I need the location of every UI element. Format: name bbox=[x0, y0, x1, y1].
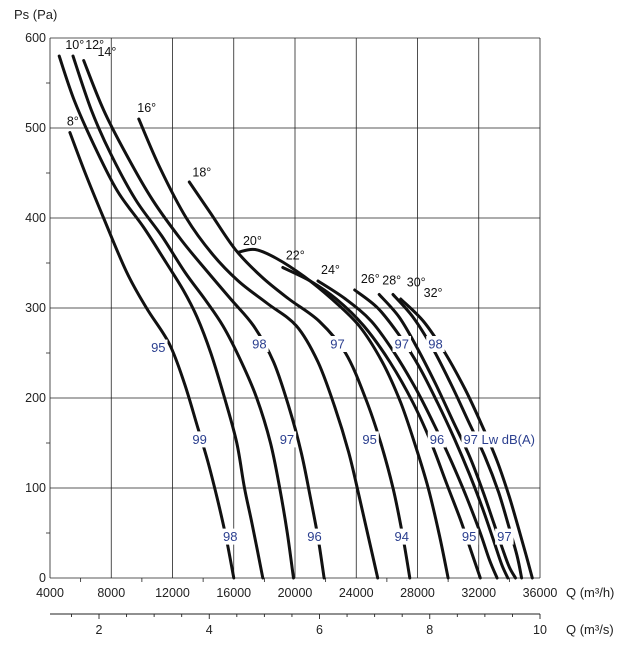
noise-level-label: 98 bbox=[426, 336, 445, 352]
noise-label-background bbox=[250, 336, 269, 352]
noise-level-text: 95 bbox=[462, 529, 476, 544]
blade-angle-label: 12° bbox=[85, 38, 104, 52]
x2-tick-label: 4 bbox=[206, 623, 213, 637]
axes: Ps (Pa) Q (m³/h) Q (m³/s) 4000 8000 12000 1… bbox=[14, 7, 614, 637]
noise-label-background bbox=[427, 431, 447, 448]
noise-label-background bbox=[190, 431, 209, 448]
noise-level-text: 95 bbox=[151, 340, 165, 355]
noise-level-text: 96 bbox=[307, 529, 321, 544]
blade-angle-label: 26° bbox=[361, 272, 380, 286]
blade-angle-label: 24° bbox=[321, 263, 340, 277]
blade-angle-label: 8° bbox=[67, 114, 79, 128]
noise-label-background bbox=[459, 528, 479, 545]
fan-curve-line bbox=[137, 117, 380, 580]
noise-level-label: 99 bbox=[190, 431, 209, 448]
y-tick-label: 500 bbox=[25, 121, 46, 135]
noise-label-background bbox=[461, 431, 537, 448]
y-tick-label: 400 bbox=[25, 211, 46, 225]
fan-curve-line bbox=[353, 288, 510, 580]
blade-angle-label: 16° bbox=[137, 101, 156, 115]
y-tick-label: 100 bbox=[25, 481, 46, 495]
noise-level-text: 98 bbox=[428, 337, 442, 352]
x-tick-label: 12000 bbox=[155, 586, 190, 600]
noise-level-text: 99 bbox=[192, 432, 206, 447]
curve-labels: 10° 12°14° 8° 16° 18° 20° 22° 24° 26° 28° 30°32° 95… bbox=[65, 38, 537, 545]
blade-angle-label: 14° bbox=[97, 45, 116, 59]
y-tick-label: 200 bbox=[25, 391, 46, 405]
y-axis-title: Ps (Pa) bbox=[14, 7, 57, 22]
x-tick-label: 32000 bbox=[461, 586, 496, 600]
noise-label-background bbox=[495, 528, 514, 545]
noise-level-label: 97 bbox=[277, 431, 297, 448]
x2-tick-label: 2 bbox=[96, 623, 103, 637]
blade-angle-label: 10° bbox=[65, 38, 84, 52]
fan-curve-line bbox=[82, 59, 326, 580]
noise-label-background bbox=[360, 431, 379, 448]
noise-level-text: 97 bbox=[395, 337, 409, 352]
noise-level-label: 95 bbox=[149, 339, 168, 356]
noise-level-text: 97 Lw dB(A) bbox=[463, 432, 535, 447]
noise-label-background bbox=[392, 336, 411, 352]
blade-angle-label: 32° bbox=[424, 286, 443, 300]
noise-level-label: 98 bbox=[221, 528, 240, 545]
blade-angle-label: 30° bbox=[407, 275, 426, 289]
x-tick-label: 36000 bbox=[523, 586, 558, 600]
y-tick-label: 300 bbox=[25, 301, 46, 315]
noise-label-background bbox=[305, 528, 324, 545]
x-tick-label: 8000 bbox=[97, 586, 125, 600]
noise-level-text: 97 bbox=[280, 432, 294, 447]
noise-label-background bbox=[149, 339, 168, 356]
x-tick-label: 4000 bbox=[36, 586, 64, 600]
noise-level-text: 97 bbox=[497, 529, 511, 544]
x-tick-label: 20000 bbox=[278, 586, 313, 600]
noise-level-text: 98 bbox=[223, 529, 237, 544]
noise-label-background bbox=[426, 336, 445, 352]
noise-level-label: 97 bbox=[392, 336, 411, 352]
x-tick-label: 16000 bbox=[216, 586, 251, 600]
x2-tick-label: 8 bbox=[426, 623, 433, 637]
noise-level-label: 96 bbox=[427, 431, 447, 448]
noise-level-label: 97 Lw dB(A) bbox=[461, 431, 537, 448]
fan-curve-line bbox=[236, 247, 450, 580]
y-tick-label: 600 bbox=[25, 31, 46, 45]
blade-angle-label: 28° bbox=[382, 274, 401, 288]
noise-level-text: 96 bbox=[430, 432, 444, 447]
blade-angle-label: 22° bbox=[286, 248, 305, 262]
x2-tick-label: 6 bbox=[316, 623, 323, 637]
fan-curves bbox=[57, 54, 534, 580]
noise-level-label: 98 bbox=[250, 336, 269, 352]
blade-angle-label: 20° bbox=[243, 234, 262, 248]
y-tick-label: 0 bbox=[39, 571, 46, 585]
noise-level-label: 95 bbox=[360, 431, 379, 448]
noise-level-label: 96 bbox=[305, 528, 324, 545]
noise-level-label: 97 bbox=[495, 528, 514, 545]
noise-level-label: 95 bbox=[459, 528, 479, 545]
x-tick-label: 28000 bbox=[400, 586, 435, 600]
noise-level-text: 97 bbox=[330, 337, 344, 352]
fan-curve-line bbox=[57, 54, 265, 580]
noise-label-background bbox=[328, 336, 347, 352]
noise-level-text: 94 bbox=[395, 529, 409, 544]
noise-level-text: 95 bbox=[362, 432, 376, 447]
noise-level-label: 94 bbox=[392, 528, 411, 545]
x-tick-label: 24000 bbox=[339, 586, 374, 600]
fan-curve-line bbox=[68, 131, 236, 580]
x2-tick-label: 10 bbox=[533, 623, 547, 637]
fan-curve-line bbox=[316, 279, 499, 580]
grid bbox=[46, 37, 541, 582]
noise-label-background bbox=[221, 528, 240, 545]
fan-curve-line bbox=[71, 54, 295, 580]
fan-curve-line bbox=[187, 180, 412, 580]
x-axis-title: Q (m³/h) bbox=[566, 585, 614, 600]
x2-axis-title: Q (m³/s) bbox=[566, 622, 614, 637]
noise-level-text: 98 bbox=[252, 337, 266, 352]
noise-level-label: 97 bbox=[328, 336, 347, 352]
noise-label-background bbox=[277, 431, 297, 448]
blade-angle-label: 18° bbox=[192, 166, 211, 180]
noise-label-background bbox=[392, 528, 411, 545]
fan-curve-line bbox=[377, 293, 517, 580]
